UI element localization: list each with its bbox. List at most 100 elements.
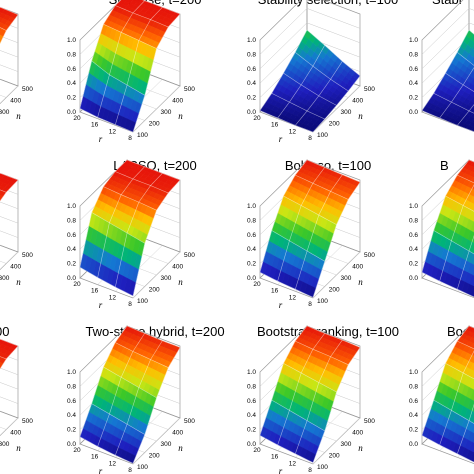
z-tick-label: 1.0 xyxy=(247,37,256,44)
n-axis-label: n xyxy=(178,277,183,287)
n-tick-label: 400 xyxy=(352,98,363,105)
z-tick-label: 0.2 xyxy=(409,95,418,102)
mesh-line xyxy=(271,399,325,432)
n-tick-label: 400 xyxy=(10,98,21,105)
n-tick-label: 100 xyxy=(137,464,148,471)
z-tick-label: 0.4 xyxy=(409,80,418,87)
n-axis-label: n xyxy=(358,443,363,453)
mesh-line xyxy=(445,72,474,92)
mesh-line xyxy=(115,342,169,368)
r-axis-label: r xyxy=(279,134,283,144)
z-tick-label: 0.4 xyxy=(247,80,256,87)
n-tick-label: 100 xyxy=(317,132,328,139)
mesh-line xyxy=(103,366,157,399)
n-tick-label: 500 xyxy=(184,252,195,259)
floor-gridline xyxy=(0,85,19,104)
mesh-line xyxy=(433,230,474,255)
z-tick-label: 0.4 xyxy=(247,412,256,419)
surface-mesh xyxy=(79,0,181,133)
z-tick-label: 0.2 xyxy=(67,261,76,268)
surface-mesh xyxy=(79,159,181,297)
surface xyxy=(421,159,474,298)
panel-9: l, t=100500400300200100n xyxy=(0,324,33,453)
z-tick-label: 0.2 xyxy=(409,427,418,434)
mesh-line xyxy=(283,72,337,106)
r-tick-label: 12 xyxy=(109,460,117,467)
surface-mesh xyxy=(421,29,474,132)
n-tick-label: 300 xyxy=(341,275,352,282)
z-tick-label: 0.0 xyxy=(67,275,76,282)
n-tick-label: 300 xyxy=(161,275,172,282)
mesh-line xyxy=(103,186,157,211)
mesh-line xyxy=(91,212,145,244)
z-tick-label: 0.2 xyxy=(247,95,256,102)
z-gridline xyxy=(259,22,361,69)
z-tick-label: 0.0 xyxy=(409,109,418,116)
z-gridline xyxy=(0,216,19,224)
z-gridline xyxy=(0,50,19,58)
n-tick-label: 200 xyxy=(329,453,340,460)
surface-mesh xyxy=(79,325,181,464)
n-tick-label: 200 xyxy=(149,121,160,128)
z-tick-label: 0.8 xyxy=(67,217,76,224)
z-tick-label: 1.0 xyxy=(409,369,418,376)
n-tick-label: 200 xyxy=(329,287,340,294)
r-axis-label: r xyxy=(279,466,283,474)
z-tick-label: 0.2 xyxy=(67,427,76,434)
n-axis-label: n xyxy=(358,277,363,287)
z-tick-label: 0.8 xyxy=(67,383,76,390)
surface xyxy=(421,325,474,463)
panel-10: Two-stage hybrid, t=2001.00.80.60.40.20.… xyxy=(67,324,225,474)
panel-title: Stepwise, t=200 xyxy=(109,0,202,7)
floor-gridline xyxy=(0,417,19,436)
r-tick-label: 20 xyxy=(73,115,81,122)
panel-8: B 1.0 0.8 0.6 0.4 0.2 0.0 xyxy=(409,158,474,298)
z-tick-label: 1.0 xyxy=(247,203,256,210)
z-tick-label: 0.6 xyxy=(409,66,418,73)
mesh-line xyxy=(79,266,134,297)
n-tick-label: 100 xyxy=(137,298,148,305)
r-tick-label: 20 xyxy=(253,281,261,288)
r-tick-label: 20 xyxy=(253,447,261,454)
mesh-line xyxy=(91,60,145,96)
n-tick-label: 100 xyxy=(317,464,328,471)
surface xyxy=(259,325,361,463)
surface-mesh xyxy=(259,325,361,463)
mesh-line xyxy=(283,195,337,225)
n-axis-label: n xyxy=(178,111,183,121)
r-tick-label: 16 xyxy=(91,454,99,461)
mesh-line xyxy=(421,271,474,298)
n-tick-label: 300 xyxy=(341,109,352,116)
r-tick-label: 12 xyxy=(109,294,117,301)
panel-title: B xyxy=(440,158,449,173)
z-tick-label: 0.8 xyxy=(409,383,418,390)
mesh-line xyxy=(0,345,19,370)
z-gridline xyxy=(0,64,19,72)
z-tick-label: 1.0 xyxy=(409,203,418,210)
mesh-line xyxy=(306,159,361,183)
mesh-line xyxy=(283,363,337,393)
mesh-line xyxy=(295,340,349,365)
z-tick-label: 0.2 xyxy=(409,261,418,268)
n-tick-label: 100 xyxy=(137,132,148,139)
z-tick-label: 0.8 xyxy=(67,51,76,58)
mesh-line xyxy=(445,363,474,380)
mesh-line xyxy=(295,174,349,200)
r-tick-label: 8 xyxy=(308,467,312,474)
mesh-line xyxy=(115,171,169,194)
panel-title: Bootstrap ranking, t=100 xyxy=(257,324,399,339)
z-tick-label: 0.6 xyxy=(67,66,76,73)
panel-2: Stepwise, t=200 1.0 0.8 0.6 0.4 0.2 0.020 16 12 8… xyxy=(67,0,201,144)
mesh-line xyxy=(271,230,325,262)
n-tick-label: 400 xyxy=(172,430,183,437)
z-tick-label: 0.6 xyxy=(67,398,76,405)
r-tick-label: 8 xyxy=(128,467,132,474)
r-tick-label: 12 xyxy=(109,128,117,135)
n-tick-label: 500 xyxy=(364,252,375,259)
n-axis-label: n xyxy=(358,111,363,121)
mesh-line xyxy=(0,14,19,45)
mesh-line xyxy=(115,5,169,28)
back-wall-right xyxy=(468,0,474,69)
r-tick-label: 16 xyxy=(271,122,279,129)
surface-mesh xyxy=(259,29,361,133)
